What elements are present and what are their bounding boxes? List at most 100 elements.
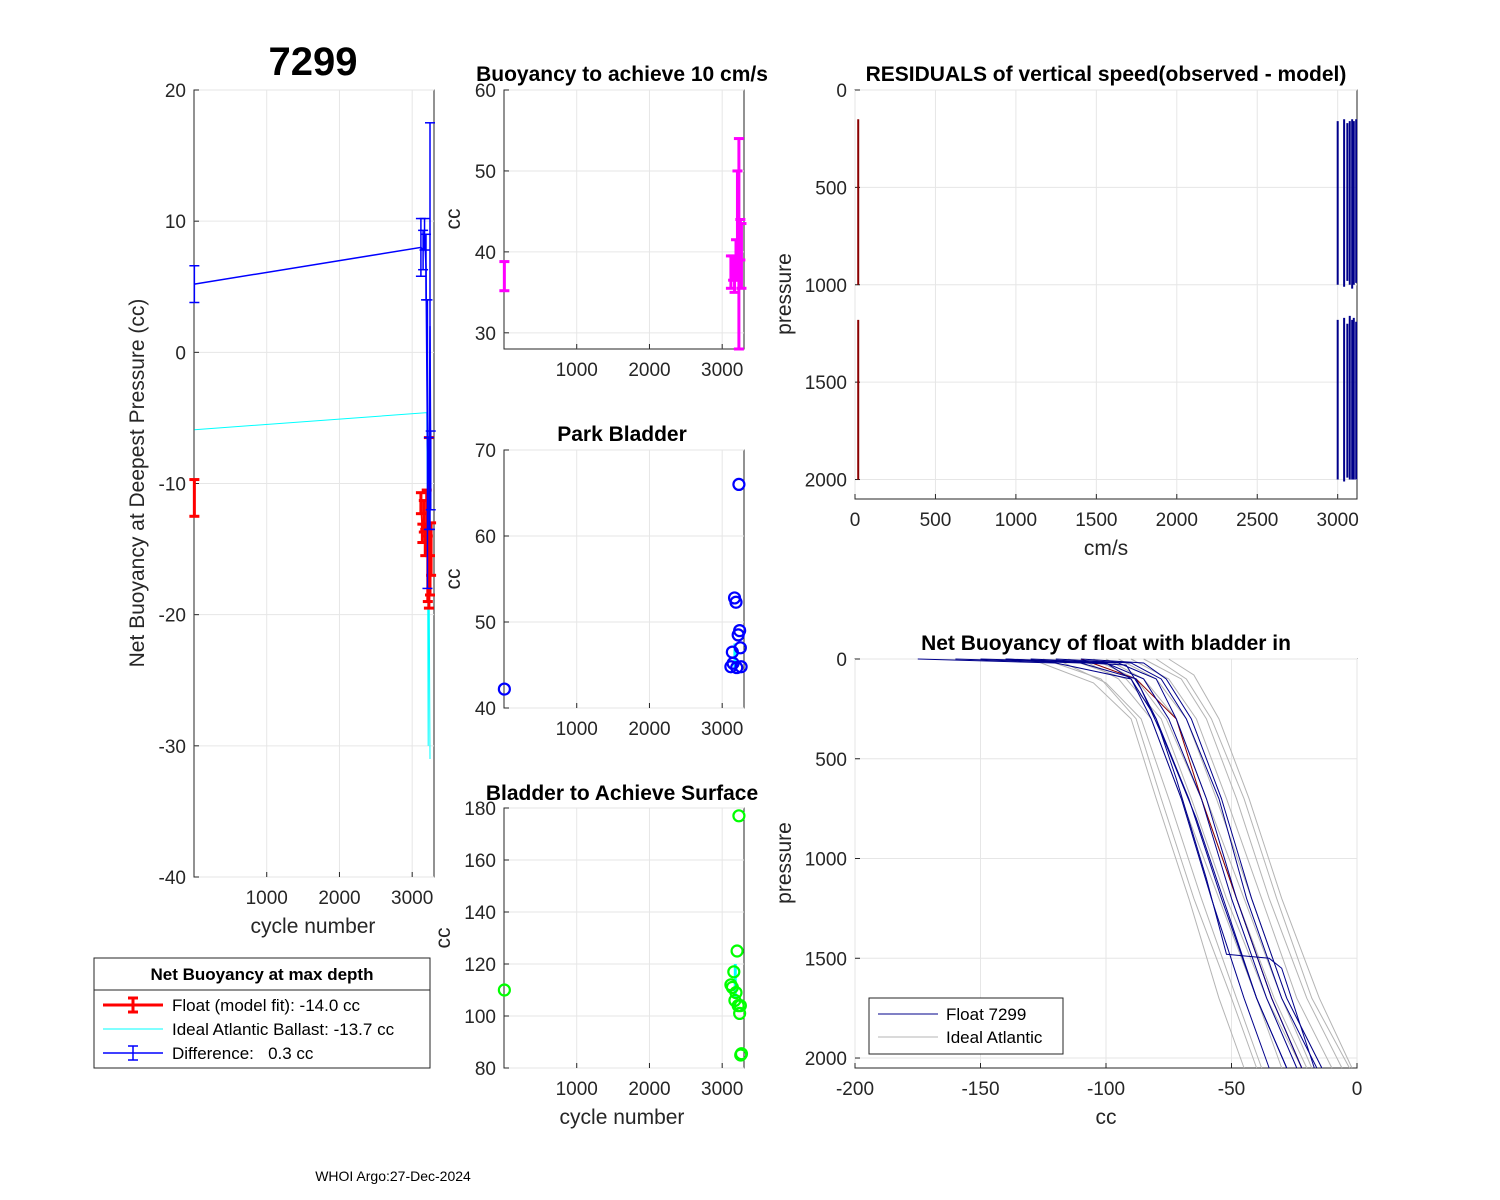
x-tick-label: 0 [850,510,861,531]
x-tick-label: 0 [1352,1079,1363,1100]
y-tick-label: 100 [464,1007,496,1028]
y-tick-label: 120 [464,955,496,976]
y-tick-label: 30 [475,324,496,345]
residuals-ylabel: pressure [773,253,796,335]
y-tick-label: -20 [159,606,186,627]
bladder-surface-ylabel: cc [432,928,455,949]
x-tick-label: 2500 [1236,510,1278,531]
ideal-profile-line [1143,658,1343,1069]
x-tick-label: 2000 [1156,510,1198,531]
x-tick-label: 1000 [556,1079,598,1100]
panel-net-buoyancy: 7299 1000 2000 3000 -40 -30 -20 -10 0 10 20 cycle… [126,40,437,938]
x-tick-label: 2000 [628,360,670,381]
residuals-xlabel: cm/s [1084,537,1128,560]
profile-ylabel: pressure [773,822,796,904]
legend-label-float: Float (model fit): -14.0 cc [172,996,361,1015]
y-tick-label: 0 [836,650,847,671]
y-tick-label: 1000 [805,276,847,297]
x-tick-label: -200 [836,1079,874,1100]
residuals-grid [854,89,1357,499]
panel-bladder-surface: Bladder to Achieve Surface 1000 2000 3000 8… [432,782,758,1129]
park_bladder-marker [497,682,511,696]
ideal-profile-line [1155,658,1350,1069]
park-bladder-data [497,477,748,696]
ideal-profile-line [1030,658,1245,1069]
y-tick-label: -40 [159,868,186,889]
buoyancy-10cms-axes [503,89,745,350]
net-buoyancy-ticks: 1000 2000 3000 -40 -30 -20 -10 0 10 20 [159,81,434,909]
net-buoyancy-ylabel: Net Buoyancy at Deepest Pressure (cc) [126,299,149,668]
park_bladder-marker [733,623,747,638]
x-tick-label: 1000 [995,510,1037,531]
legend-box [93,957,431,1069]
profile-grid [854,658,1358,1068]
y-tick-label: 40 [475,699,496,720]
legend-label-difference: Difference: 0.3 cc [172,1044,314,1063]
park-bladder-grid [504,449,744,709]
park-bladder-ylabel: cc [442,569,465,590]
footer-text: WHOI Argo:27-Dec-2024 [315,1168,471,1184]
float-profile-line [1080,658,1323,1069]
y-tick-label: 10 [165,212,186,233]
bladder_surface-marker [730,944,744,958]
x-tick-label: -150 [961,1079,999,1100]
bladder_surface-marker [497,983,511,997]
bladder_surface-marker [734,1047,749,1061]
float-profile-line [1005,658,1288,1069]
profile-legend: Float 7299 Ideal Atlantic [868,997,1064,1055]
x-tick-label: 2000 [318,888,360,909]
residuals-ticks: 0 500 1000 1500 2000 2500 3000 0 500 1000 1500 2000 [805,81,1359,531]
x-tick-label: 2000 [628,1079,670,1100]
legend-entry-ideal: Ideal Atlantic Ballast: -13.7 cc [103,1020,395,1039]
profile-data [917,658,1353,1069]
buoyancy-10cms-ylabel: cc [442,209,465,230]
x-tick-label: 1000 [246,888,288,909]
bladder-surface-ticks: 1000 2000 3000 80 100 120 140 160 180 [464,799,743,1100]
x-tick-label: 500 [920,510,952,531]
park_bladder-marker [732,477,746,491]
y-tick-label: 2000 [805,471,847,492]
profile-legend-box [868,997,1064,1055]
buoyancy-10cms-data [499,137,747,351]
y-tick-label: 500 [815,178,847,199]
y-tick-label: 0 [836,81,847,102]
ideal-profile-line [1130,658,1333,1069]
y-tick-label: 60 [475,81,496,102]
x-tick-label: 3000 [701,1079,743,1100]
park-bladder-ticks: 1000 2000 3000 40 50 60 70 [475,441,743,740]
y-tick-label: 80 [475,1059,496,1080]
park-bladder-title: Park Bladder [557,423,687,446]
ideal-profile-line [1168,658,1353,1069]
x-tick-label: -50 [1218,1079,1245,1100]
y-tick-label: 1500 [805,949,847,970]
bladder_surface-marker [727,965,741,979]
bladder_surface-marker [732,809,746,823]
panel-buoyancy-10cms: Buoyancy to achieve 10 cm/s 1000 2000 3000… [442,63,768,381]
panel-residuals: RESIDUALS of vertical speed(observed - m… [773,63,1359,560]
y-tick-label: 180 [464,799,496,820]
x-tick-label: 1000 [556,719,598,740]
y-tick-label: -10 [159,475,186,496]
residuals-axes [854,89,1358,500]
profile-ticks: -200 -150 -100 -50 0 0 500 1000 1500 2000 [805,650,1363,1100]
bladder-surface-xlabel: cycle number [560,1106,685,1129]
buoyancy-10cms-title: Buoyancy to achieve 10 cm/s [476,63,768,86]
park_bladder-marker [734,660,748,674]
legend-label-ideal: Ideal Atlantic Ballast: -13.7 cc [172,1020,395,1039]
y-tick-label: -30 [159,737,186,758]
x-tick-label: 1000 [556,360,598,381]
park_bladder-marker [729,595,743,609]
bladder-surface-grid [504,807,744,1069]
buoyancy-10cms-ticks: 1000 2000 3000 30 40 50 60 [475,81,743,381]
bladder_surface-marker [733,1006,747,1021]
bladder-surface-title: Bladder to Achieve Surface [486,782,758,805]
y-tick-label: 50 [475,162,496,183]
bladder-surface-data [497,809,749,1062]
park-bladder-axes [503,449,745,709]
ideal-profile-line [1055,658,1263,1069]
net-buoyancy-xlabel: cycle number [251,915,376,938]
net-buoyancy-data [189,122,437,759]
bladder-surface-axes [503,807,745,1069]
figure-title: 7299 [269,40,358,84]
ideal-profile-line [1043,658,1258,1069]
